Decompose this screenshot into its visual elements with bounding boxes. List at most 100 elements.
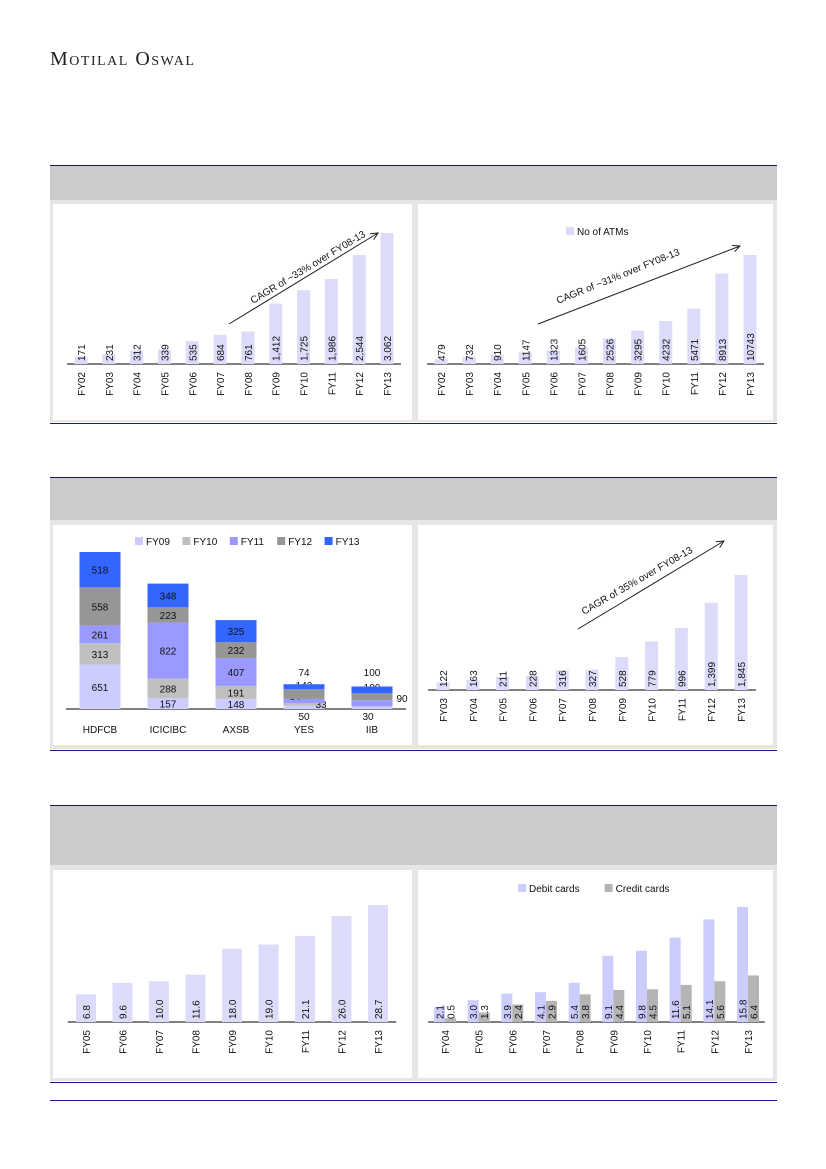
data-label: 327 xyxy=(588,670,599,687)
bar-segment xyxy=(283,689,325,699)
data-label: 223 xyxy=(160,611,177,622)
chart-c4: FY03 FY04 FY05 FY06 FY07 FY08 FY09 FY10 FY11 FY12… xyxy=(428,540,756,722)
data-label: 171 xyxy=(77,344,88,361)
x-tick-label: FY12 xyxy=(710,1030,721,1054)
x-tick-label: FY04 xyxy=(493,372,504,396)
data-label: 1147 xyxy=(521,339,532,361)
data-label: 15.8 xyxy=(739,999,750,1019)
bar xyxy=(669,937,681,1022)
x-tick-label: FY11 xyxy=(690,372,701,396)
bar xyxy=(380,233,394,364)
bar xyxy=(222,948,242,1022)
data-label: 779 xyxy=(648,670,659,687)
bar-segment xyxy=(147,622,189,679)
bar xyxy=(659,321,673,364)
bar-segment xyxy=(79,643,121,665)
x-tick-label: FY13 xyxy=(383,372,394,396)
bar xyxy=(734,575,748,690)
bar xyxy=(434,1006,445,1022)
footer-rule xyxy=(50,1100,777,1101)
data-label: 312 xyxy=(133,344,144,361)
chart-panel-3: HDFCB ICICIBC AXSB YES IIB 651 313 261 558 518 157… xyxy=(53,525,412,745)
data-label: 2.4 xyxy=(514,1005,525,1019)
data-label: 8913 xyxy=(718,338,729,361)
x-tick-label: FY05 xyxy=(475,1030,486,1054)
bar xyxy=(568,982,580,1022)
bar-segment xyxy=(79,625,121,644)
cagr-annotation: CAGR of ~31% over FY08-13 xyxy=(555,247,682,307)
bar-segment xyxy=(283,705,325,709)
data-label: 28.7 xyxy=(374,999,385,1019)
data-label: 528 xyxy=(618,670,629,687)
data-label: 4.4 xyxy=(615,1005,626,1019)
bar xyxy=(512,1004,524,1022)
data-label: 822 xyxy=(160,647,177,658)
x-tick-label: FY06 xyxy=(188,372,199,396)
data-label: 2.9 xyxy=(548,1005,559,1019)
data-label: 231 xyxy=(105,344,116,361)
x-tick-label: FY12 xyxy=(718,372,729,396)
bar-segment xyxy=(215,642,257,659)
data-label: 11.6 xyxy=(192,1000,203,1019)
legend-swatch xyxy=(277,537,286,545)
data-label: 996 xyxy=(677,670,688,687)
cagr-arrow xyxy=(228,232,379,325)
legend-label: Credit cards xyxy=(616,884,670,895)
data-label: 325 xyxy=(228,627,245,638)
bar xyxy=(462,356,476,364)
x-tick-label: FY11 xyxy=(301,1030,312,1054)
data-label: 407 xyxy=(228,668,245,679)
bar xyxy=(615,657,629,690)
x-tick-label: AXSB xyxy=(223,725,250,736)
bar xyxy=(324,279,338,364)
x-tick-label: FY08 xyxy=(588,698,599,722)
data-label: 261 xyxy=(92,630,109,641)
bar xyxy=(501,993,513,1022)
legend-swatch xyxy=(135,537,143,545)
bar-segment xyxy=(215,698,257,709)
x-tick-label: FY04 xyxy=(441,1030,452,1054)
x-tick-label: FY09 xyxy=(634,372,645,396)
data-label: 14.1 xyxy=(705,999,716,1019)
legend-swatch xyxy=(182,537,191,545)
bar-segment xyxy=(283,703,325,706)
x-tick-label: FY06 xyxy=(508,1030,519,1054)
legend-label: FY11 xyxy=(241,537,265,548)
data-label: 479 xyxy=(437,344,448,361)
arrowhead-icon xyxy=(715,540,725,548)
data-label: 348 xyxy=(160,591,177,602)
x-tick-label: HDFCB xyxy=(83,725,118,736)
x-tick-label: FY07 xyxy=(558,698,569,722)
data-label: 122 xyxy=(439,670,450,687)
x-tick-label: FY11 xyxy=(327,372,338,396)
arrowhead-icon xyxy=(369,232,379,240)
data-label: 211 xyxy=(499,671,510,687)
arrowhead-icon xyxy=(731,244,742,253)
data-label: 90 xyxy=(396,694,408,705)
data-label: 5.6 xyxy=(716,1005,727,1019)
legend-swatch xyxy=(566,227,574,235)
bar-segment xyxy=(215,685,257,699)
x-tick-label: FY09 xyxy=(272,372,283,396)
data-label: 18.0 xyxy=(228,999,239,1019)
data-label: 26.0 xyxy=(338,999,349,1019)
data-label: 1,725 xyxy=(300,336,311,361)
bar-segment xyxy=(147,583,189,608)
x-tick-label: FY04 xyxy=(133,372,144,396)
bar xyxy=(434,359,448,364)
x-tick-label: FY07 xyxy=(155,1030,166,1054)
bar xyxy=(518,352,532,364)
data-label: 11.6 xyxy=(671,1000,682,1019)
chart-c3: HDFCB ICICIBC AXSB YES IIB 651 313 261 558 518 157… xyxy=(66,537,408,736)
legend-label: No of ATMs xyxy=(577,227,629,238)
x-tick-label: FY10 xyxy=(265,1030,276,1054)
bar xyxy=(737,907,748,1022)
data-label: 33 xyxy=(315,700,327,711)
chart-panel-4: FY03 FY04 FY05 FY06 FY07 FY08 FY09 FY10 FY11 FY12… xyxy=(418,525,773,745)
bar-segment xyxy=(351,693,393,701)
chart-c2: FY02 FY03 FY04 FY05 FY06 FY07 FY08 FY09 FY10 FY11… xyxy=(426,227,765,396)
bar xyxy=(445,1018,456,1022)
x-tick-label: FY10 xyxy=(648,698,659,722)
x-tick-label: FY06 xyxy=(119,1030,130,1054)
x-tick-label: FY11 xyxy=(677,698,688,722)
